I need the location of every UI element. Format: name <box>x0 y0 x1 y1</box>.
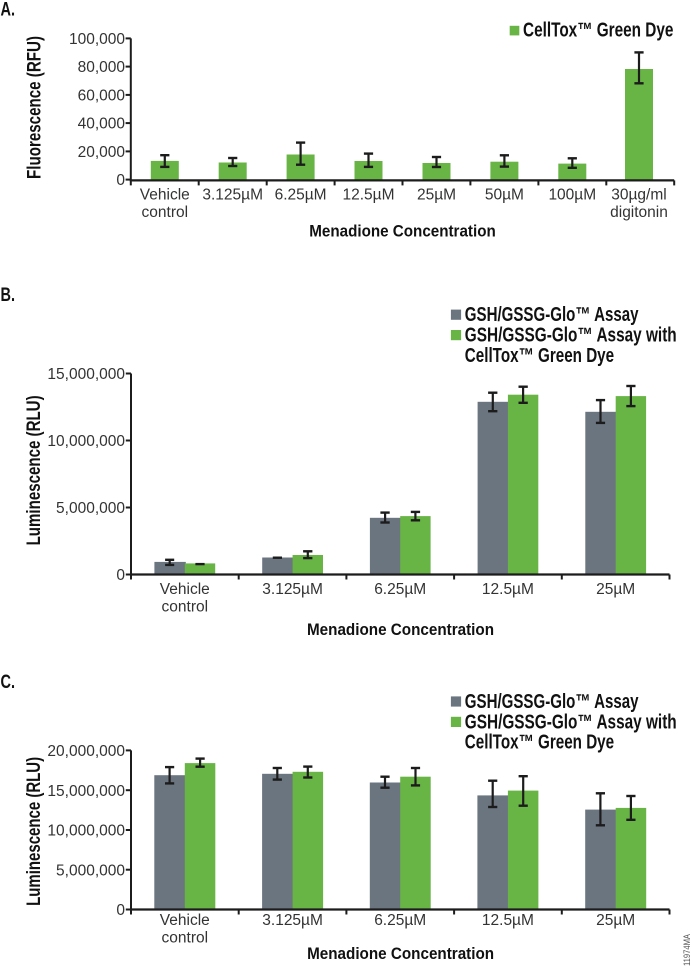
svg-text:25µM: 25µM <box>417 186 456 203</box>
svg-text:40,000: 40,000 <box>78 116 126 133</box>
svg-text:digitonin: digitonin <box>610 204 668 221</box>
svg-text:6.25µM: 6.25µM <box>374 581 426 598</box>
svg-text:6.25µM: 6.25µM <box>275 186 327 203</box>
svg-text:5,000,000: 5,000,000 <box>56 500 125 517</box>
svg-text:6.25µM: 6.25µM <box>374 912 426 929</box>
svg-text:100µM: 100µM <box>548 186 596 203</box>
svg-text:Menadione Concentration: Menadione Concentration <box>309 222 496 241</box>
svg-text:30µg/ml: 30µg/ml <box>611 186 666 203</box>
svg-text:Menadione Concentration: Menadione Concentration <box>307 620 494 639</box>
svg-text:GSH/GSSG-Glo™ Assay with: GSH/GSSG-Glo™ Assay with <box>465 711 677 733</box>
svg-text:12.5µM: 12.5µM <box>482 581 534 598</box>
svg-text:Vehicle: Vehicle <box>140 186 190 203</box>
svg-text:50µM: 50µM <box>485 186 524 203</box>
svg-text:20,000,000: 20,000,000 <box>47 743 125 760</box>
svg-text:10,000,000: 10,000,000 <box>47 823 125 840</box>
svg-text:0: 0 <box>116 172 125 189</box>
svg-text:B.: B. <box>1 285 16 306</box>
svg-text:A.: A. <box>1 0 16 21</box>
svg-text:15,000,000: 15,000,000 <box>47 783 125 800</box>
svg-text:Luminescence (RLU): Luminescence (RLU) <box>24 395 45 545</box>
svg-text:Vehicle: Vehicle <box>160 912 210 929</box>
svg-text:12.5µM: 12.5µM <box>342 186 394 203</box>
svg-text:60,000: 60,000 <box>78 88 126 105</box>
svg-text:CellTox™ Green Dye: CellTox™ Green Dye <box>465 732 614 754</box>
svg-text:0: 0 <box>116 567 125 584</box>
svg-text:C.: C. <box>1 672 16 693</box>
svg-text:100,000: 100,000 <box>69 31 125 48</box>
svg-text:5,000,000: 5,000,000 <box>56 862 125 879</box>
svg-text:15,000,000: 15,000,000 <box>47 366 125 383</box>
svg-text:0: 0 <box>116 902 125 919</box>
svg-text:CellTox™ Green Dye: CellTox™ Green Dye <box>465 345 614 367</box>
svg-text:11974MA: 11974MA <box>682 934 692 966</box>
svg-text:3.125µM: 3.125µM <box>262 581 323 598</box>
svg-text:10,000,000: 10,000,000 <box>47 433 125 450</box>
svg-text:Vehicle: Vehicle <box>160 581 210 598</box>
svg-text:25µM: 25µM <box>596 912 635 929</box>
svg-text:3.125µM: 3.125µM <box>202 186 263 203</box>
svg-text:Menadione Concentration: Menadione Concentration <box>307 944 494 963</box>
svg-text:control: control <box>142 204 189 221</box>
svg-text:3.125µM: 3.125µM <box>262 912 323 929</box>
svg-text:CellTox™ Green Dye: CellTox™ Green Dye <box>523 19 673 41</box>
svg-text:control: control <box>162 930 209 947</box>
svg-text:25µM: 25µM <box>596 581 635 598</box>
svg-text:Fluorescence (RFU): Fluorescence (RFU) <box>25 36 46 179</box>
svg-text:12.5µM: 12.5µM <box>482 912 534 929</box>
svg-text:80,000: 80,000 <box>78 59 126 76</box>
svg-text:GSH/GSSG-Glo™ Assay: GSH/GSSG-Glo™ Assay <box>465 304 639 326</box>
svg-text:Luminescence (RLU): Luminescence (RLU) <box>24 757 45 906</box>
svg-text:GSH/GSSG-Glo™ Assay with: GSH/GSSG-Glo™ Assay with <box>465 325 677 347</box>
svg-text:control: control <box>162 599 209 616</box>
svg-text:GSH/GSSG-Glo™ Assay: GSH/GSSG-Glo™ Assay <box>465 691 639 713</box>
svg-text:20,000: 20,000 <box>78 144 126 161</box>
